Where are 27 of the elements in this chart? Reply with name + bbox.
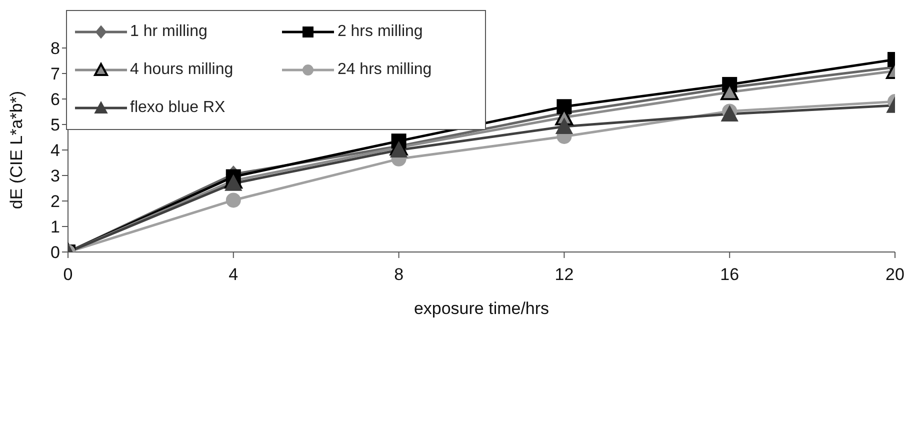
y-tick-label: 6 xyxy=(50,90,60,110)
legend-label: 24 hrs milling xyxy=(337,61,432,79)
x-tick-label: 20 xyxy=(886,265,904,284)
legend-label: 4 hours milling xyxy=(130,61,234,79)
point xyxy=(226,192,241,208)
legend-label: 2 hrs milling xyxy=(337,23,423,41)
x-tick-label: 4 xyxy=(228,265,238,284)
x-tick-label: 12 xyxy=(554,265,574,284)
y-tick-label: 4 xyxy=(50,141,60,160)
y-axis-title: dE (CIE L*a*b*) xyxy=(7,90,26,210)
y-tick-label: 8 xyxy=(50,39,60,58)
y-tick-label: 1 xyxy=(50,218,60,237)
y-tick-label: 5 xyxy=(50,116,60,135)
y-tick-label: 3 xyxy=(50,166,60,186)
x-tick-label: 0 xyxy=(63,265,73,284)
point xyxy=(224,174,242,191)
x-axis-title: exposure time/hrs xyxy=(414,299,550,318)
point xyxy=(556,118,573,134)
point xyxy=(721,106,738,122)
point xyxy=(390,142,408,158)
y-tick-label: 7 xyxy=(50,64,60,84)
x-tick-label: 8 xyxy=(394,265,404,284)
legend-label: 1 hr milling xyxy=(130,23,208,41)
y-tick-label: 0 xyxy=(50,243,60,262)
x-tick-label: 16 xyxy=(720,265,740,284)
legend-label: flexo blue RX xyxy=(130,99,226,117)
y-tick-label: 2 xyxy=(50,192,60,212)
